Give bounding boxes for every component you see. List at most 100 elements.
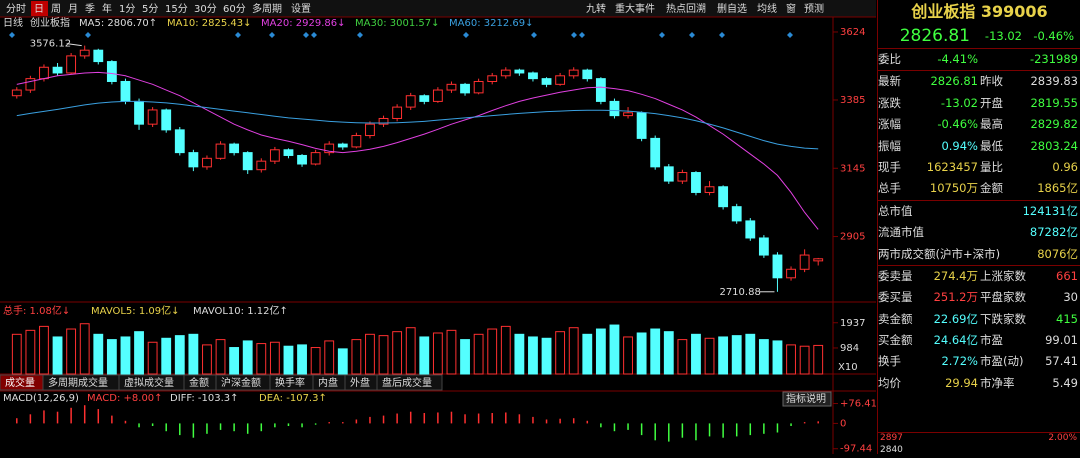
info-item: MA5: 2806.70↑: [79, 18, 157, 29]
volume-bar: [366, 334, 375, 374]
row-label: 市盈: [978, 330, 1028, 351]
volume-bar: [203, 345, 212, 374]
event-markers: [9, 32, 793, 38]
toolbar-button[interactable]: 预测: [804, 2, 824, 15]
toolbar-button[interactable]: 均线: [757, 2, 777, 15]
tab-label[interactable]: 多周期成交量: [48, 376, 108, 389]
toolbar-tab[interactable]: 30分: [194, 3, 217, 15]
y-tick-label: 3145: [840, 163, 865, 174]
macd-header: DEA: -107.3↑: [259, 393, 327, 404]
tab-label[interactable]: 外盘: [350, 376, 370, 389]
volume-bar: [270, 342, 279, 374]
panel-title: 创业板指 399006: [878, 0, 1080, 24]
toolbar-tab[interactable]: 月: [68, 3, 78, 15]
high-label: 3576.12: [30, 39, 71, 50]
row-label: 委比: [878, 49, 918, 70]
ma-line: [17, 72, 818, 229]
candle-body: [800, 255, 809, 269]
candle-body: [135, 101, 144, 124]
tab-label[interactable]: 盘后成交量: [382, 376, 432, 389]
volume-bar: [216, 340, 225, 374]
volume-bar: [107, 340, 116, 374]
toolbar-button[interactable]: 重大事件: [615, 2, 655, 15]
row-label: 均价: [878, 373, 918, 394]
toolbar-tab[interactable]: 年: [102, 2, 112, 15]
row-label: 两市成交额(沪市+深市): [878, 244, 1000, 265]
row-value: 415: [1028, 309, 1080, 330]
candle-body: [230, 144, 239, 153]
candle-body: [80, 50, 89, 56]
volume-bar: [243, 341, 252, 374]
candle-body: [664, 167, 673, 181]
candle-body: [773, 255, 782, 278]
low-label: 2710.88: [719, 287, 760, 298]
volume-bar: [488, 329, 497, 374]
toolbar-tab[interactable]: 15分: [165, 3, 188, 15]
volume-bar: [637, 333, 646, 374]
row-label: 下跌家数: [978, 309, 1028, 330]
candle-body: [189, 153, 198, 167]
candle-body: [284, 150, 293, 156]
toolbar-tab[interactable]: 1分: [119, 3, 135, 15]
toolbar-tab[interactable]: 60分: [223, 3, 246, 15]
toolbar-tab[interactable]: 5分: [142, 3, 158, 15]
row-value: 99.01: [1028, 330, 1080, 351]
candle-body: [298, 155, 307, 164]
toolbar-button[interactable]: 热点回溯: [666, 2, 706, 15]
row-value: 22.69亿: [918, 309, 978, 330]
tab-label[interactable]: 沪深金额: [221, 376, 261, 389]
candle-body: [406, 96, 415, 107]
toolbar-tab[interactable]: 多周期: [252, 2, 282, 15]
toolbar-tab[interactable]: 日: [34, 4, 44, 15]
toolbar-button[interactable]: 窗: [786, 2, 796, 15]
row-label: 市净率: [978, 373, 1028, 394]
candle-body: [67, 56, 76, 73]
volume-bar: [759, 340, 768, 374]
tab-label[interactable]: 换手率: [275, 376, 305, 389]
toolbar-tab[interactable]: 分时: [6, 3, 26, 15]
row-label: 最低: [978, 136, 1028, 157]
volume-bar: [529, 337, 538, 374]
toolbar-tab[interactable]: 周: [51, 3, 61, 15]
candle-body: [583, 70, 592, 79]
candle-body: [610, 101, 619, 115]
row-label: 开盘: [978, 93, 1028, 114]
candle-body: [529, 73, 538, 79]
volume-unit: X10: [838, 362, 858, 373]
row-value: -231989: [978, 49, 1080, 70]
toolbar-button[interactable]: 九转: [586, 2, 606, 15]
volume-bar: [80, 324, 89, 374]
tab-label[interactable]: 成交量: [5, 376, 35, 389]
candle-body: [107, 62, 116, 82]
candle-body: [637, 113, 646, 139]
candle-body: [203, 158, 212, 167]
button-label[interactable]: 指标说明: [786, 392, 826, 405]
row-value: 1623457: [918, 157, 978, 178]
volume-bar: [338, 349, 347, 374]
tab-label[interactable]: 金额: [189, 376, 209, 389]
row-value: 29.94: [918, 373, 978, 394]
tab-label[interactable]: 虚拟成交量: [124, 376, 174, 389]
candle-body: [461, 84, 470, 93]
toolbar-tab[interactable]: 设置: [291, 3, 311, 15]
tab-label[interactable]: 内盘: [318, 376, 338, 389]
volume-bar: [678, 340, 687, 374]
row-value: 2803.24: [1028, 136, 1080, 157]
info-item: 日线: [3, 16, 23, 29]
volume-bar: [773, 341, 782, 374]
volume-header: 总手: 1.08亿↓: [3, 304, 70, 317]
candle-body: [447, 84, 456, 90]
volume-bar: [325, 341, 334, 374]
row-value: 2826.81: [918, 71, 978, 92]
volume-bar: [121, 337, 130, 374]
volume-bar: [651, 329, 660, 374]
row-value: 2.72%: [918, 351, 978, 372]
toolbar-button[interactable]: 删自选: [717, 2, 747, 15]
volume-bar: [352, 340, 361, 374]
info-item: MA60: 3212.69↓: [449, 18, 533, 29]
toolbar-tab[interactable]: 季: [85, 3, 95, 15]
row-value: -13.02: [918, 93, 978, 114]
